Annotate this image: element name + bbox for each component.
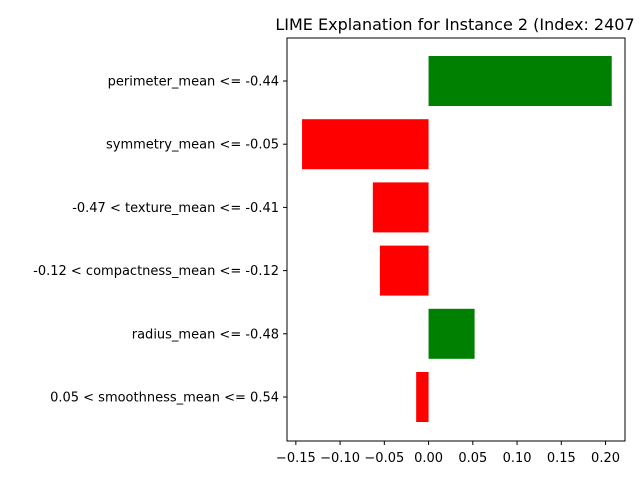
x-tick-label: 0.15 [547, 451, 576, 466]
bar [428, 56, 612, 106]
x-tick-label: −0.15 [276, 451, 316, 466]
y-tick-label: symmetry_mean <= -0.05 [106, 138, 279, 153]
y-tick-label: perimeter_mean <= -0.44 [108, 75, 279, 90]
x-tick-label: 0.10 [503, 451, 532, 466]
x-tick-label: −0.05 [364, 451, 404, 466]
bar [302, 119, 429, 170]
chart-title: LIME Explanation for Instance 2 (Index: … [275, 15, 634, 34]
bar [428, 308, 475, 359]
plot-frame [286, 37, 626, 442]
y-tick-label: 0.05 < smoothness_mean <= 0.54 [50, 391, 279, 406]
x-tick-label: −0.10 [320, 451, 360, 466]
x-tick-label: 0.05 [458, 451, 487, 466]
bars-layer [302, 56, 612, 422]
y-tick-label: radius_mean <= -0.48 [132, 327, 279, 342]
y-tick-label: -0.12 < compactness_mean <= -0.12 [33, 264, 279, 279]
bar [372, 182, 429, 233]
x-tick-label: 0.00 [414, 451, 443, 466]
x-tick-label: 0.20 [591, 451, 620, 466]
y-tick-label: -0.47 < texture_mean <= -0.41 [72, 201, 279, 216]
bar [416, 372, 429, 422]
bar [379, 245, 429, 296]
y-axis-labels: perimeter_mean <= -0.44 symmetry_mean <= … [33, 75, 287, 406]
x-axis: −0.15 −0.10 −0.05 0.00 0.05 0.10 0.15 0.20 [276, 441, 620, 466]
